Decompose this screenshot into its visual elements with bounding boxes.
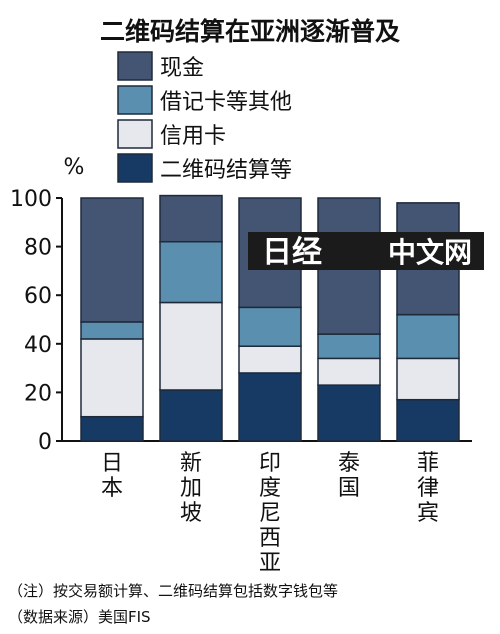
legend-swatch: [117, 119, 153, 149]
watermark-text: 中文网: [388, 236, 472, 269]
y-tick-label: 80: [24, 236, 52, 261]
watermark-background: [248, 232, 484, 270]
legend-swatch: [117, 85, 153, 115]
x-category-label: 印度尼西亚: [259, 451, 281, 576]
y-tick-label: 40: [24, 333, 52, 358]
bar-segment: [317, 357, 381, 386]
bar-segment: [396, 357, 460, 401]
bar-segment: [80, 321, 144, 340]
y-tick-label: 20: [24, 381, 52, 406]
legend-swatch: [117, 51, 153, 81]
x-category-label: 菲律宾: [417, 451, 439, 526]
legend-label: 现金: [160, 56, 204, 81]
y-tick-label: 100: [10, 187, 52, 212]
bar-segment: [238, 372, 302, 442]
legend-label: 借记卡等其他: [160, 90, 292, 115]
bar-segment: [396, 398, 460, 442]
y-tick-label: 60: [24, 284, 52, 309]
legend-swatch: [117, 153, 153, 183]
legend-label: 二维码结算等: [160, 158, 292, 183]
bar-segment: [80, 197, 144, 323]
bar-segment: [159, 194, 223, 243]
bar-segment: [317, 333, 381, 360]
x-category-label: 泰国: [338, 451, 360, 501]
unit-label: %: [64, 155, 85, 180]
watermark: 日经 中文网: [248, 232, 484, 270]
chart-title: 二维码结算在亚洲逐渐普及: [100, 17, 400, 46]
bar-segment: [396, 313, 460, 360]
bar-segment: [159, 240, 223, 304]
x-category-label: 日本: [101, 451, 123, 501]
bar-segment: [80, 415, 144, 442]
bar-segment: [159, 301, 223, 391]
bar-segment: [238, 306, 302, 347]
source-note: （数据来源）美国FIS: [8, 608, 151, 626]
footnote: （注）按交易额计算、二维码结算包括数字钱包等: [8, 582, 338, 600]
bar-segment: [159, 389, 223, 442]
bar-segment: [238, 345, 302, 374]
y-tick-label: 0: [38, 430, 52, 455]
watermark-logo: 日经: [262, 235, 322, 270]
legend-label: 信用卡: [160, 124, 226, 149]
bar-segment: [80, 338, 144, 418]
x-category-label: 新加坡: [180, 451, 202, 526]
bar-segment: [317, 384, 381, 442]
